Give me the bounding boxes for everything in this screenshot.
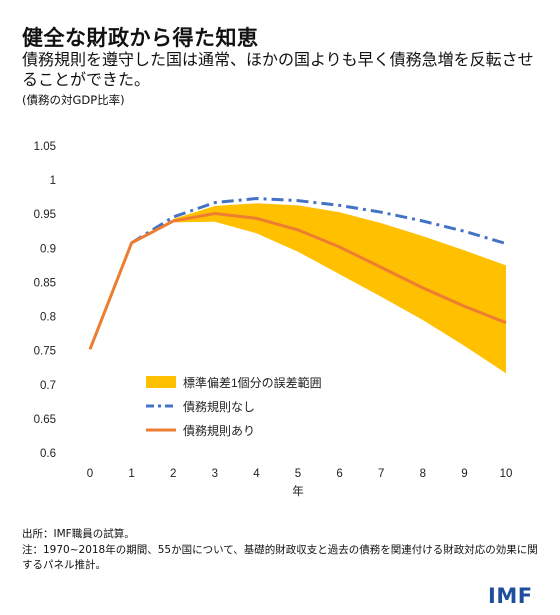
y-tick-label: 0.8 (40, 312, 56, 324)
y-tick-label: 0.7 (40, 380, 56, 392)
y-tick-label: 0.65 (34, 414, 56, 426)
chart-title: 健全な財政から得た知恵 (22, 26, 259, 50)
x-tick-label: 6 (336, 468, 342, 480)
y-tick-label: 0.85 (34, 277, 56, 289)
y-tick-label: 0.6 (40, 448, 56, 460)
y-tick-label: 0.9 (40, 243, 56, 255)
x-tick-label: 7 (378, 468, 384, 480)
y-tick-label: 0.95 (34, 209, 56, 221)
imf-logo: IMF (488, 584, 533, 608)
x-tick-label: 8 (420, 468, 426, 480)
error-band (173, 203, 506, 374)
footnote: 注：1970~2018年の期間、55か国について、基礎的財政収支と過去の債務を関… (22, 544, 538, 571)
x-axis-label: 年 (292, 484, 304, 498)
y-tick-label: 1 (50, 175, 56, 187)
debt-chart: 0.6 0.65 0.7 0.75 0.8 0.85 0.9 0.95 1 1.05 0 1 2 3 4 5 6… (34, 141, 513, 498)
legend-band-label: 標準偏差1個分の誤差範囲 (183, 375, 322, 390)
x-tick-label: 2 (170, 468, 176, 480)
chart-subtitle: 債務規則を遵守した国は通常、ほかの国よりも早く債務急増を反転させることができた。 (22, 50, 534, 89)
source-note: 出所：IMF職員の試算。 (22, 528, 135, 540)
x-tick-label: 9 (461, 468, 467, 480)
x-tick-label: 5 (295, 468, 301, 480)
y-tick-label: 1.05 (34, 141, 56, 153)
x-tick-label: 4 (253, 468, 260, 480)
with-rule-line (88, 211, 507, 350)
x-tick-label: 1 (128, 468, 134, 480)
x-tick-label: 3 (212, 468, 218, 480)
unit-label: (債務の対GDP比率) (22, 93, 125, 107)
legend-band-swatch (146, 376, 176, 388)
x-tick-label: 10 (500, 468, 513, 480)
y-tick-label: 0.75 (34, 346, 56, 358)
legend-with-rule-label: 債務規則あり (183, 423, 255, 438)
legend-no-rule-label: 債務規則なし (183, 399, 255, 414)
x-tick-label: 0 (87, 468, 93, 480)
